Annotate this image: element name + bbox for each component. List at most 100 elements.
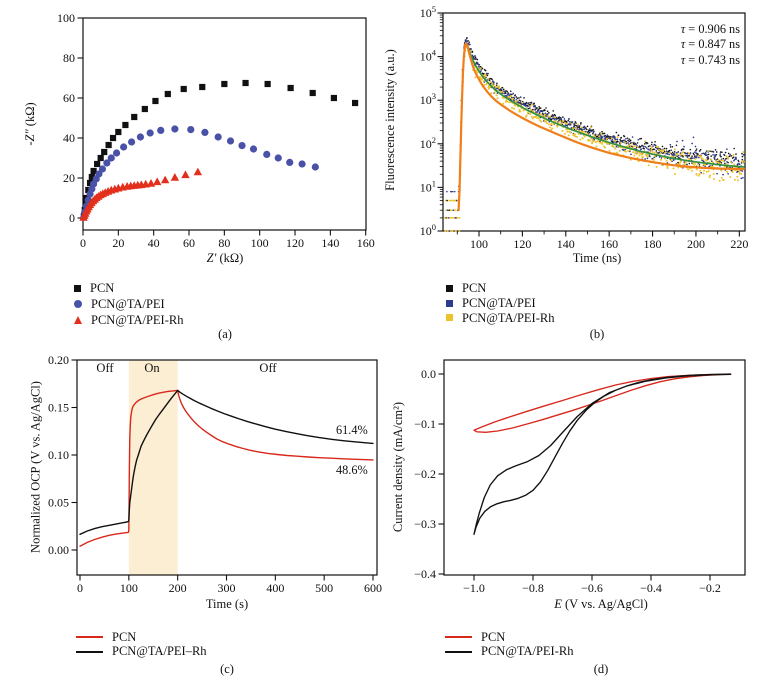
svg-text:500: 500 xyxy=(315,581,333,595)
svg-text:−0.3: −0.3 xyxy=(414,517,436,531)
square-marker-icon xyxy=(446,299,453,307)
svg-text:100: 100 xyxy=(470,237,488,251)
legend-label: PCN@TA/PEI xyxy=(91,296,165,311)
svg-text:0: 0 xyxy=(77,581,83,595)
svg-text:80: 80 xyxy=(63,51,75,65)
triangle-marker-icon xyxy=(74,316,82,324)
tau-value: = 0.743 ns xyxy=(685,52,740,67)
svg-text:600: 600 xyxy=(364,581,382,595)
svg-text:101: 101 xyxy=(420,178,436,194)
svg-text:60: 60 xyxy=(63,91,75,105)
line-swatch-icon xyxy=(76,650,103,653)
retention-label-red: 48.6% xyxy=(336,463,368,477)
svg-text:80: 80 xyxy=(218,236,230,250)
svg-text:−0.8: −0.8 xyxy=(522,581,544,595)
panel-a-xlabel-symbol: Z′ xyxy=(206,251,217,265)
svg-text:−1.0: −1.0 xyxy=(463,581,485,595)
legend-item: PCN xyxy=(72,630,207,645)
square-marker-icon xyxy=(446,314,453,322)
svg-text:40: 40 xyxy=(148,236,160,250)
tau-line: τ = 0.847 ns xyxy=(681,37,740,52)
svg-text:60: 60 xyxy=(183,236,195,250)
region-label-off-1: Off xyxy=(96,361,114,375)
lifetime-annotations: τ = 0.906 ns τ = 0.847 ns τ = 0.743 ns xyxy=(681,22,740,68)
svg-text:40: 40 xyxy=(63,131,75,145)
svg-text:20: 20 xyxy=(112,236,124,250)
panel-d-xlabel-symbol: E xyxy=(554,597,562,611)
tau-value: = 0.847 ns xyxy=(685,37,740,52)
panel-c-legend: PCN PCN@TA/PEI–Rh xyxy=(72,630,207,659)
legend-label: PCN xyxy=(112,629,137,644)
svg-text:0.00: 0.00 xyxy=(48,543,69,557)
svg-text:−0.6: −0.6 xyxy=(581,581,603,595)
panel-a-xlabel-unit: (kΩ) xyxy=(216,251,244,265)
svg-text:220: 220 xyxy=(730,237,748,251)
legend-label: PCN xyxy=(90,280,115,295)
legend-label: PCN xyxy=(481,629,506,644)
svg-text:0: 0 xyxy=(69,211,75,225)
legend-item: PCN@TA/PEI xyxy=(442,296,554,311)
svg-text:140: 140 xyxy=(321,236,339,250)
panel-a-legend: PCN PCN@TA/PEI PCN@TA/PEI-Rh xyxy=(70,280,183,328)
legend-label: PCN@TA/PEI-Rh xyxy=(481,644,574,659)
legend-item: PCN@TA/PEI–Rh xyxy=(72,644,207,660)
tau-symbol: τ xyxy=(680,37,686,52)
legend-item: PCN xyxy=(70,280,183,296)
panel-a-caption: (a) xyxy=(218,327,232,341)
legend-item: PCN xyxy=(441,630,573,645)
svg-text:200: 200 xyxy=(169,581,187,595)
svg-text:−0.4: −0.4 xyxy=(640,581,662,595)
svg-text:104: 104 xyxy=(420,48,437,64)
retention-label-black: 61.4% xyxy=(336,423,368,437)
panel-d-caption: (d) xyxy=(593,662,609,676)
svg-text:0: 0 xyxy=(80,236,86,250)
region-label-off-2: Off xyxy=(259,361,277,375)
circle-marker-icon xyxy=(74,300,82,308)
svg-text:120: 120 xyxy=(513,237,531,251)
legend-item: PCN@TA/PEI xyxy=(70,296,183,312)
svg-text:100: 100 xyxy=(120,581,138,595)
svg-text:102: 102 xyxy=(420,135,436,151)
svg-text:0.0: 0.0 xyxy=(421,367,436,381)
tau-line: τ = 0.906 ns xyxy=(681,22,740,37)
svg-text:140: 140 xyxy=(557,237,575,251)
panel-a-ylabel: -Z″ (kΩ) xyxy=(22,68,38,180)
panel-c-ylabel: Normalized OCP (V vs. Ag/AgCl) xyxy=(28,381,43,553)
panel-b-legend: PCN PCN@TA/PEI PCN@TA/PEI-Rh xyxy=(442,281,554,325)
svg-text:180: 180 xyxy=(644,237,662,251)
legend-label: PCN@TA/PEI xyxy=(462,295,536,310)
tau-symbol: τ xyxy=(680,52,686,67)
legend-label: PCN@TA/PEI-Rh xyxy=(462,310,555,325)
panel-d-xlabel: E (V vs. Ag/AgCl) xyxy=(521,596,681,612)
square-marker-icon xyxy=(446,284,453,292)
region-label-on: On xyxy=(144,361,160,375)
panel-d-xlabel-unit: (V vs. Ag/AgCl) xyxy=(561,597,648,611)
svg-text:20: 20 xyxy=(63,171,75,185)
line-swatch-icon xyxy=(76,636,103,639)
panel-b-ylabel: Fluorescence intensity (a.u.) xyxy=(383,49,397,191)
svg-text:−0.4: −0.4 xyxy=(414,567,436,581)
tau-value: = 0.906 ns xyxy=(685,22,740,36)
panel-b-xlabel: Time (ns) xyxy=(572,251,622,265)
svg-text:0.10: 0.10 xyxy=(48,448,69,462)
panel-a-ylabel-unit: (kΩ) xyxy=(23,102,37,130)
svg-text:103: 103 xyxy=(420,91,436,107)
svg-text:160: 160 xyxy=(600,237,618,251)
legend-item: PCN@TA/PEI-Rh xyxy=(70,312,183,328)
panel-b-caption: (b) xyxy=(589,327,605,341)
legend-label: PCN@TA/PEI–Rh xyxy=(112,644,207,659)
svg-text:200: 200 xyxy=(687,237,705,251)
square-marker-icon xyxy=(74,284,81,292)
svg-text:−0.1: −0.1 xyxy=(414,417,436,431)
panel-a-ylabel-symbol: -Z″ xyxy=(23,129,37,146)
panel-c-xlabel: Time (s) xyxy=(205,597,249,611)
svg-text:100: 100 xyxy=(57,11,75,25)
legend-label: PCN xyxy=(462,280,487,295)
tau-line: τ = 0.743 ns xyxy=(681,53,740,68)
svg-text:0.05: 0.05 xyxy=(48,496,69,510)
legend-label: PCN@TA/PEI-Rh xyxy=(91,312,184,327)
line-swatch-icon xyxy=(445,650,472,653)
legend-item: PCN@TA/PEI-Rh xyxy=(441,644,574,660)
